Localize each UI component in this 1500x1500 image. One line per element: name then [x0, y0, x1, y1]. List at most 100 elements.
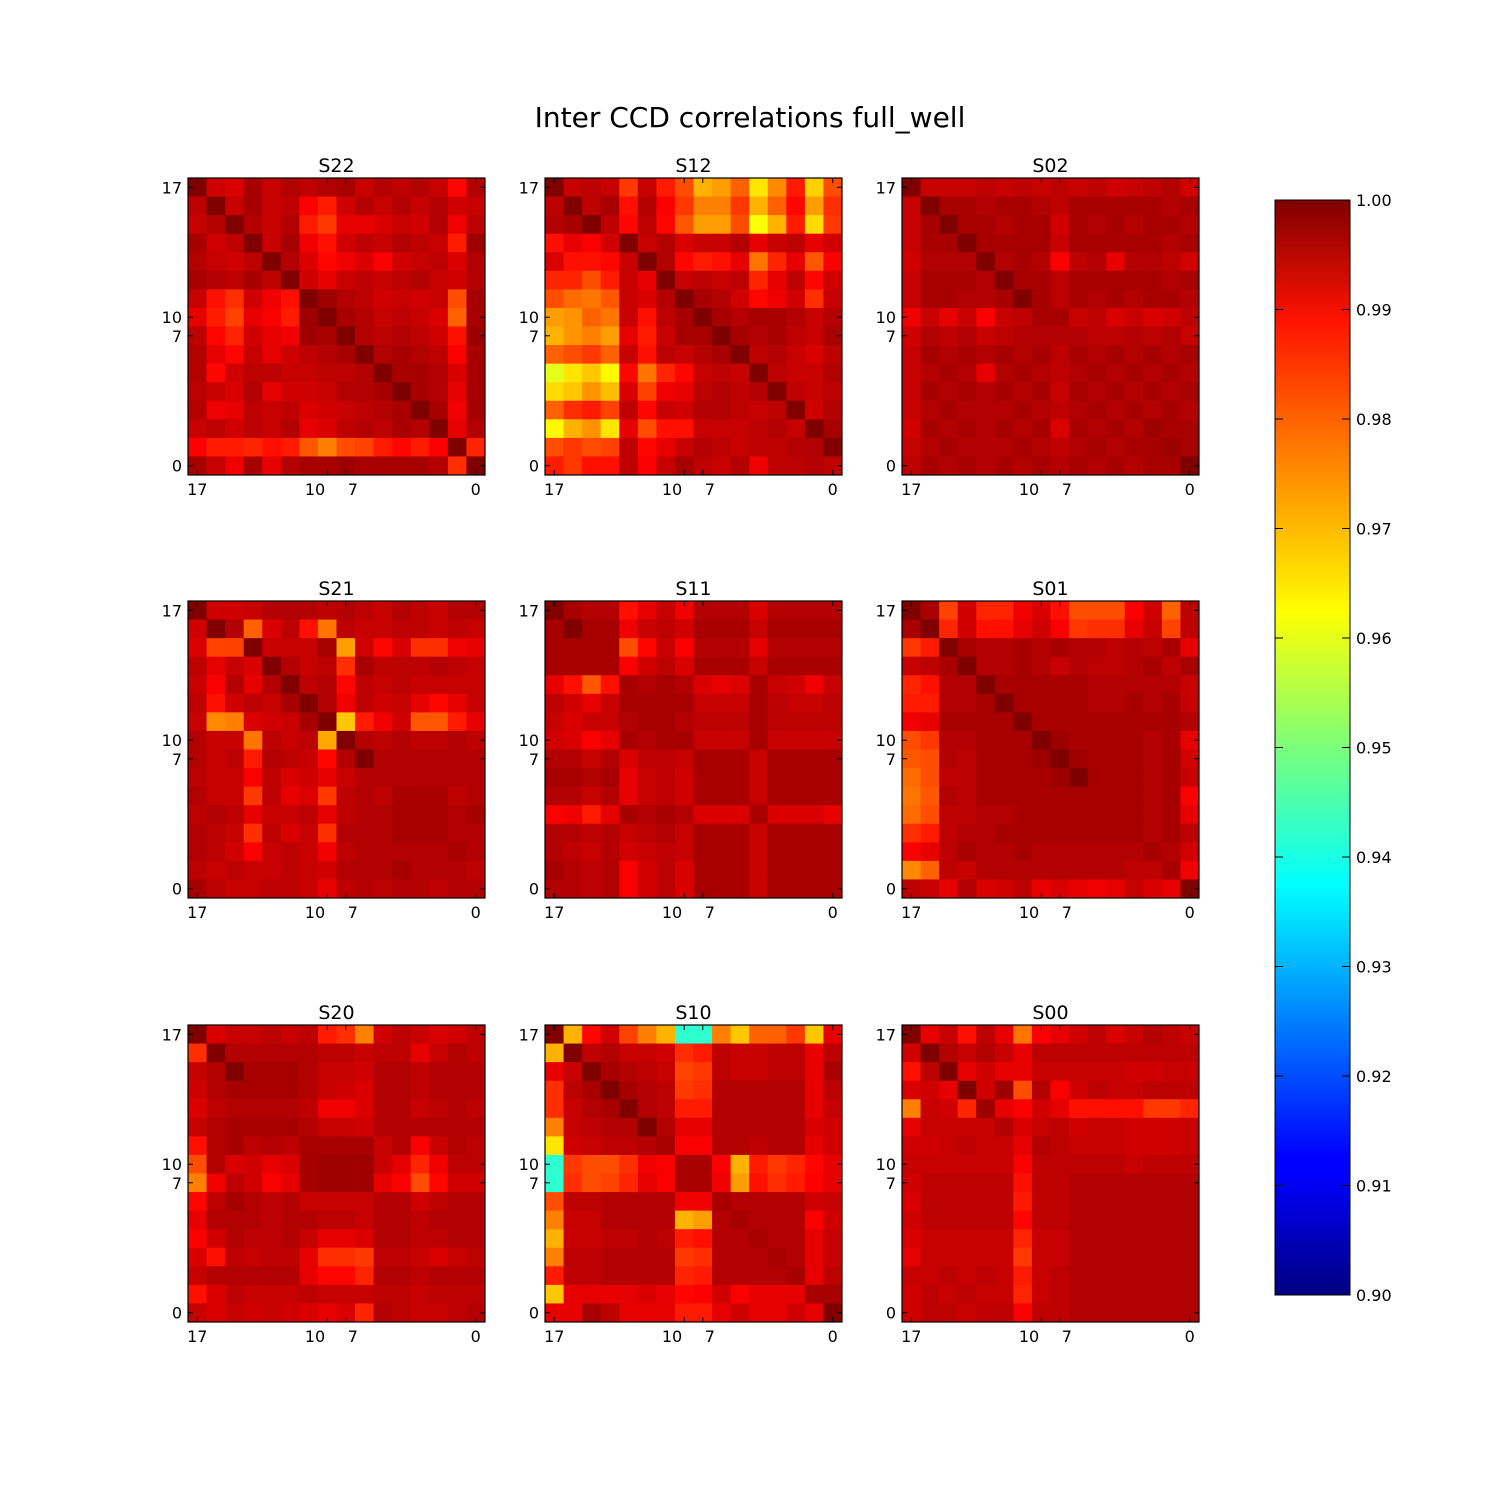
heatmap-cell	[656, 1080, 676, 1100]
y-tick-label: 7	[172, 1174, 182, 1193]
heatmap-cell	[1013, 1173, 1033, 1193]
heatmap-cell	[730, 1136, 750, 1156]
heatmap-cell	[823, 419, 843, 439]
heatmap-cell	[299, 638, 319, 658]
heatmap-cell	[1031, 363, 1051, 383]
heatmap-cell	[262, 326, 282, 346]
heatmap-cell	[243, 1117, 263, 1137]
x-tick-label: 7	[705, 1327, 715, 1346]
heatmap-cell	[920, 437, 940, 457]
heatmap-cell	[693, 823, 713, 843]
heatmap-cell	[1013, 823, 1033, 843]
heatmap-cell	[355, 879, 375, 899]
heatmap-cell	[429, 456, 449, 476]
heatmap-cell	[1013, 1192, 1033, 1212]
heatmap-cell	[976, 382, 996, 402]
heatmap-cell	[280, 638, 300, 658]
heatmap-cell	[410, 1266, 430, 1286]
heatmap-cell	[1087, 1192, 1107, 1212]
x-tick-label: 10	[662, 1327, 682, 1346]
heatmap-cell	[957, 1025, 977, 1044]
heatmap-cell	[693, 860, 713, 880]
heatmap-cell	[355, 842, 375, 862]
heatmap-cell	[1161, 749, 1181, 769]
heatmap-cell	[1180, 307, 1200, 327]
heatmap-cell	[280, 345, 300, 365]
heatmap-cell	[637, 1136, 657, 1156]
heatmap-cell	[243, 456, 263, 476]
heatmap-cell	[637, 675, 657, 695]
heatmap-cell	[902, 638, 921, 658]
heatmap-cell	[730, 805, 750, 825]
heatmap-cell	[243, 730, 263, 750]
heatmap-cell	[1069, 842, 1089, 862]
heatmap-cell	[619, 1210, 639, 1230]
heatmap-cell	[392, 786, 412, 806]
heatmap-cell	[712, 400, 732, 420]
heatmap-cell	[749, 270, 769, 290]
heatmap-cell	[656, 456, 676, 476]
heatmap-cell	[1069, 768, 1089, 788]
heatmap-cell	[823, 712, 843, 732]
heatmap-cell	[336, 1192, 356, 1212]
heatmap-cell	[1124, 693, 1144, 713]
heatmap-cell	[656, 1284, 676, 1304]
heatmap-cell	[600, 693, 620, 713]
heatmap-cell	[447, 326, 467, 346]
heatmap-cell	[1106, 1154, 1126, 1174]
heatmap-cell	[1050, 693, 1070, 713]
heatmap-cell	[392, 252, 412, 272]
heatmap-cell	[206, 638, 226, 658]
heatmap-cell	[225, 1247, 245, 1267]
heatmap-cell	[1069, 233, 1089, 253]
heatmap-cell	[1050, 1136, 1070, 1156]
heatmap-cell	[1106, 1025, 1126, 1044]
y-tick-label: 10	[876, 1155, 896, 1174]
heatmap-cell	[373, 1025, 393, 1044]
heatmap-cell	[902, 289, 921, 309]
heatmap-cell	[1087, 1043, 1107, 1063]
heatmap-cell	[317, 842, 337, 862]
heatmap-cell	[410, 270, 430, 290]
heatmap-cell	[600, 860, 620, 880]
heatmap-cell	[619, 879, 639, 899]
heatmap-cell	[299, 1192, 319, 1212]
heatmap-cell	[1180, 675, 1200, 695]
heatmap-cell	[1050, 1192, 1070, 1212]
heatmap-cell	[976, 749, 996, 769]
heatmap-cell	[1106, 693, 1126, 713]
heatmap-cell	[563, 178, 583, 197]
heatmap-cell	[693, 1247, 713, 1267]
heatmap-cell	[786, 842, 806, 862]
heatmap-cell	[206, 768, 226, 788]
heatmap-cell	[767, 233, 787, 253]
heatmap-cell	[730, 1229, 750, 1249]
heatmap-cell	[976, 693, 996, 713]
heatmap-cell	[920, 1117, 940, 1137]
heatmap-cell	[262, 1192, 282, 1212]
heatmap-cell	[902, 326, 921, 346]
heatmap-cell	[355, 1154, 375, 1174]
heatmap-cell	[1050, 1173, 1070, 1193]
heatmap-cell	[957, 1154, 977, 1174]
heatmap-cell	[957, 730, 977, 750]
heatmap-cell	[1161, 363, 1181, 383]
heatmap-cell	[225, 823, 245, 843]
heatmap-cell	[429, 252, 449, 272]
heatmap-cell	[243, 252, 263, 272]
heatmap-cell	[447, 638, 467, 658]
heatmap-cell	[619, 289, 639, 309]
heatmap-cell	[299, 675, 319, 695]
heatmap-cell	[939, 345, 959, 365]
heatmap-cell	[804, 326, 824, 346]
heatmap-cell	[1161, 638, 1181, 658]
heatmap-cell	[1106, 437, 1126, 457]
y-tick-label: 17	[876, 601, 896, 620]
heatmap-cell	[693, 601, 713, 620]
heatmap-cell	[225, 252, 245, 272]
heatmap-cell	[1031, 675, 1051, 695]
y-tick-label: 0	[886, 1304, 896, 1323]
heatmap-cell	[712, 1117, 732, 1137]
heatmap-cell	[299, 270, 319, 290]
heatmap-cell	[355, 601, 375, 620]
